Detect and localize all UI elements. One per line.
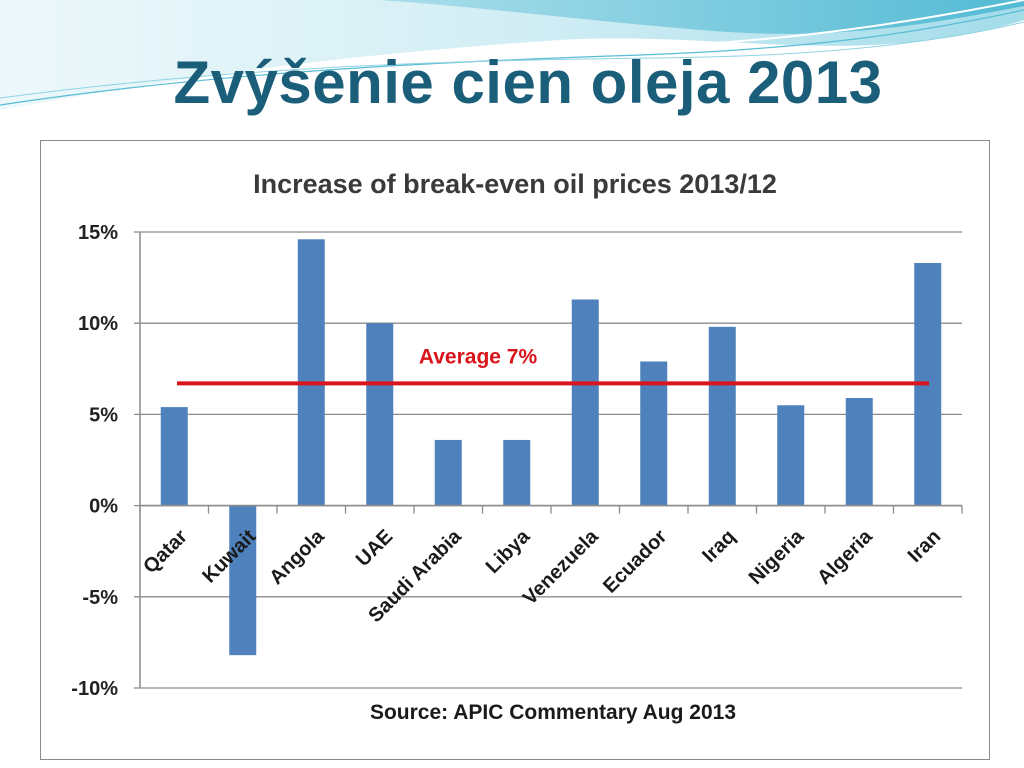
bar-algeria: [845, 397, 873, 506]
x-tick-label: Qatar: [139, 525, 192, 578]
x-tick-label: Ecuador: [599, 525, 671, 597]
chart-title: Increase of break-even oil prices 2013/1…: [253, 169, 777, 199]
bar-nigeria: [777, 405, 805, 506]
y-tick-label: -5%: [82, 587, 118, 609]
chart-source: Source: APIC Commentary Aug 2013: [370, 701, 736, 724]
bar-kuwait: [229, 505, 257, 656]
header-wave-decoration: [0, 0, 1024, 113]
average-layer: Average 7%: [177, 345, 929, 386]
y-tick-label: 15%: [78, 222, 118, 244]
y-tick-label: 10%: [78, 313, 118, 335]
x-tick-label: Angola: [265, 525, 329, 589]
average-label: Average 7%: [419, 345, 538, 368]
grid-layer: 15% 10% 5% 0% -5% -10%: [71, 222, 962, 700]
bar-venezuela: [571, 299, 599, 506]
x-tick-label: Algeria: [813, 525, 877, 589]
bar-angola: [297, 239, 325, 506]
y-tick-label: -10%: [71, 678, 118, 700]
slide-title: Zvýšenie cien oleja 2013: [173, 49, 883, 116]
x-tick-label: Iraq: [698, 526, 739, 567]
y-tick-label: 0%: [89, 496, 118, 518]
bar-ecuador: [640, 361, 668, 506]
x-tick-label: Libya: [482, 525, 535, 578]
x-tick-label: UAE: [352, 526, 397, 571]
x-tick-label: Iran: [904, 526, 945, 567]
bar-layer: [160, 239, 942, 656]
bar-qatar: [160, 407, 188, 506]
y-tick-label: 5%: [89, 404, 118, 426]
bar-uae: [366, 323, 394, 506]
axis-layer: [139, 232, 963, 688]
bar-saudi-arabia: [434, 439, 462, 506]
bar-libya: [503, 439, 531, 506]
x-tick-label: Nigeria: [745, 525, 809, 589]
bar-iraq: [708, 326, 736, 506]
